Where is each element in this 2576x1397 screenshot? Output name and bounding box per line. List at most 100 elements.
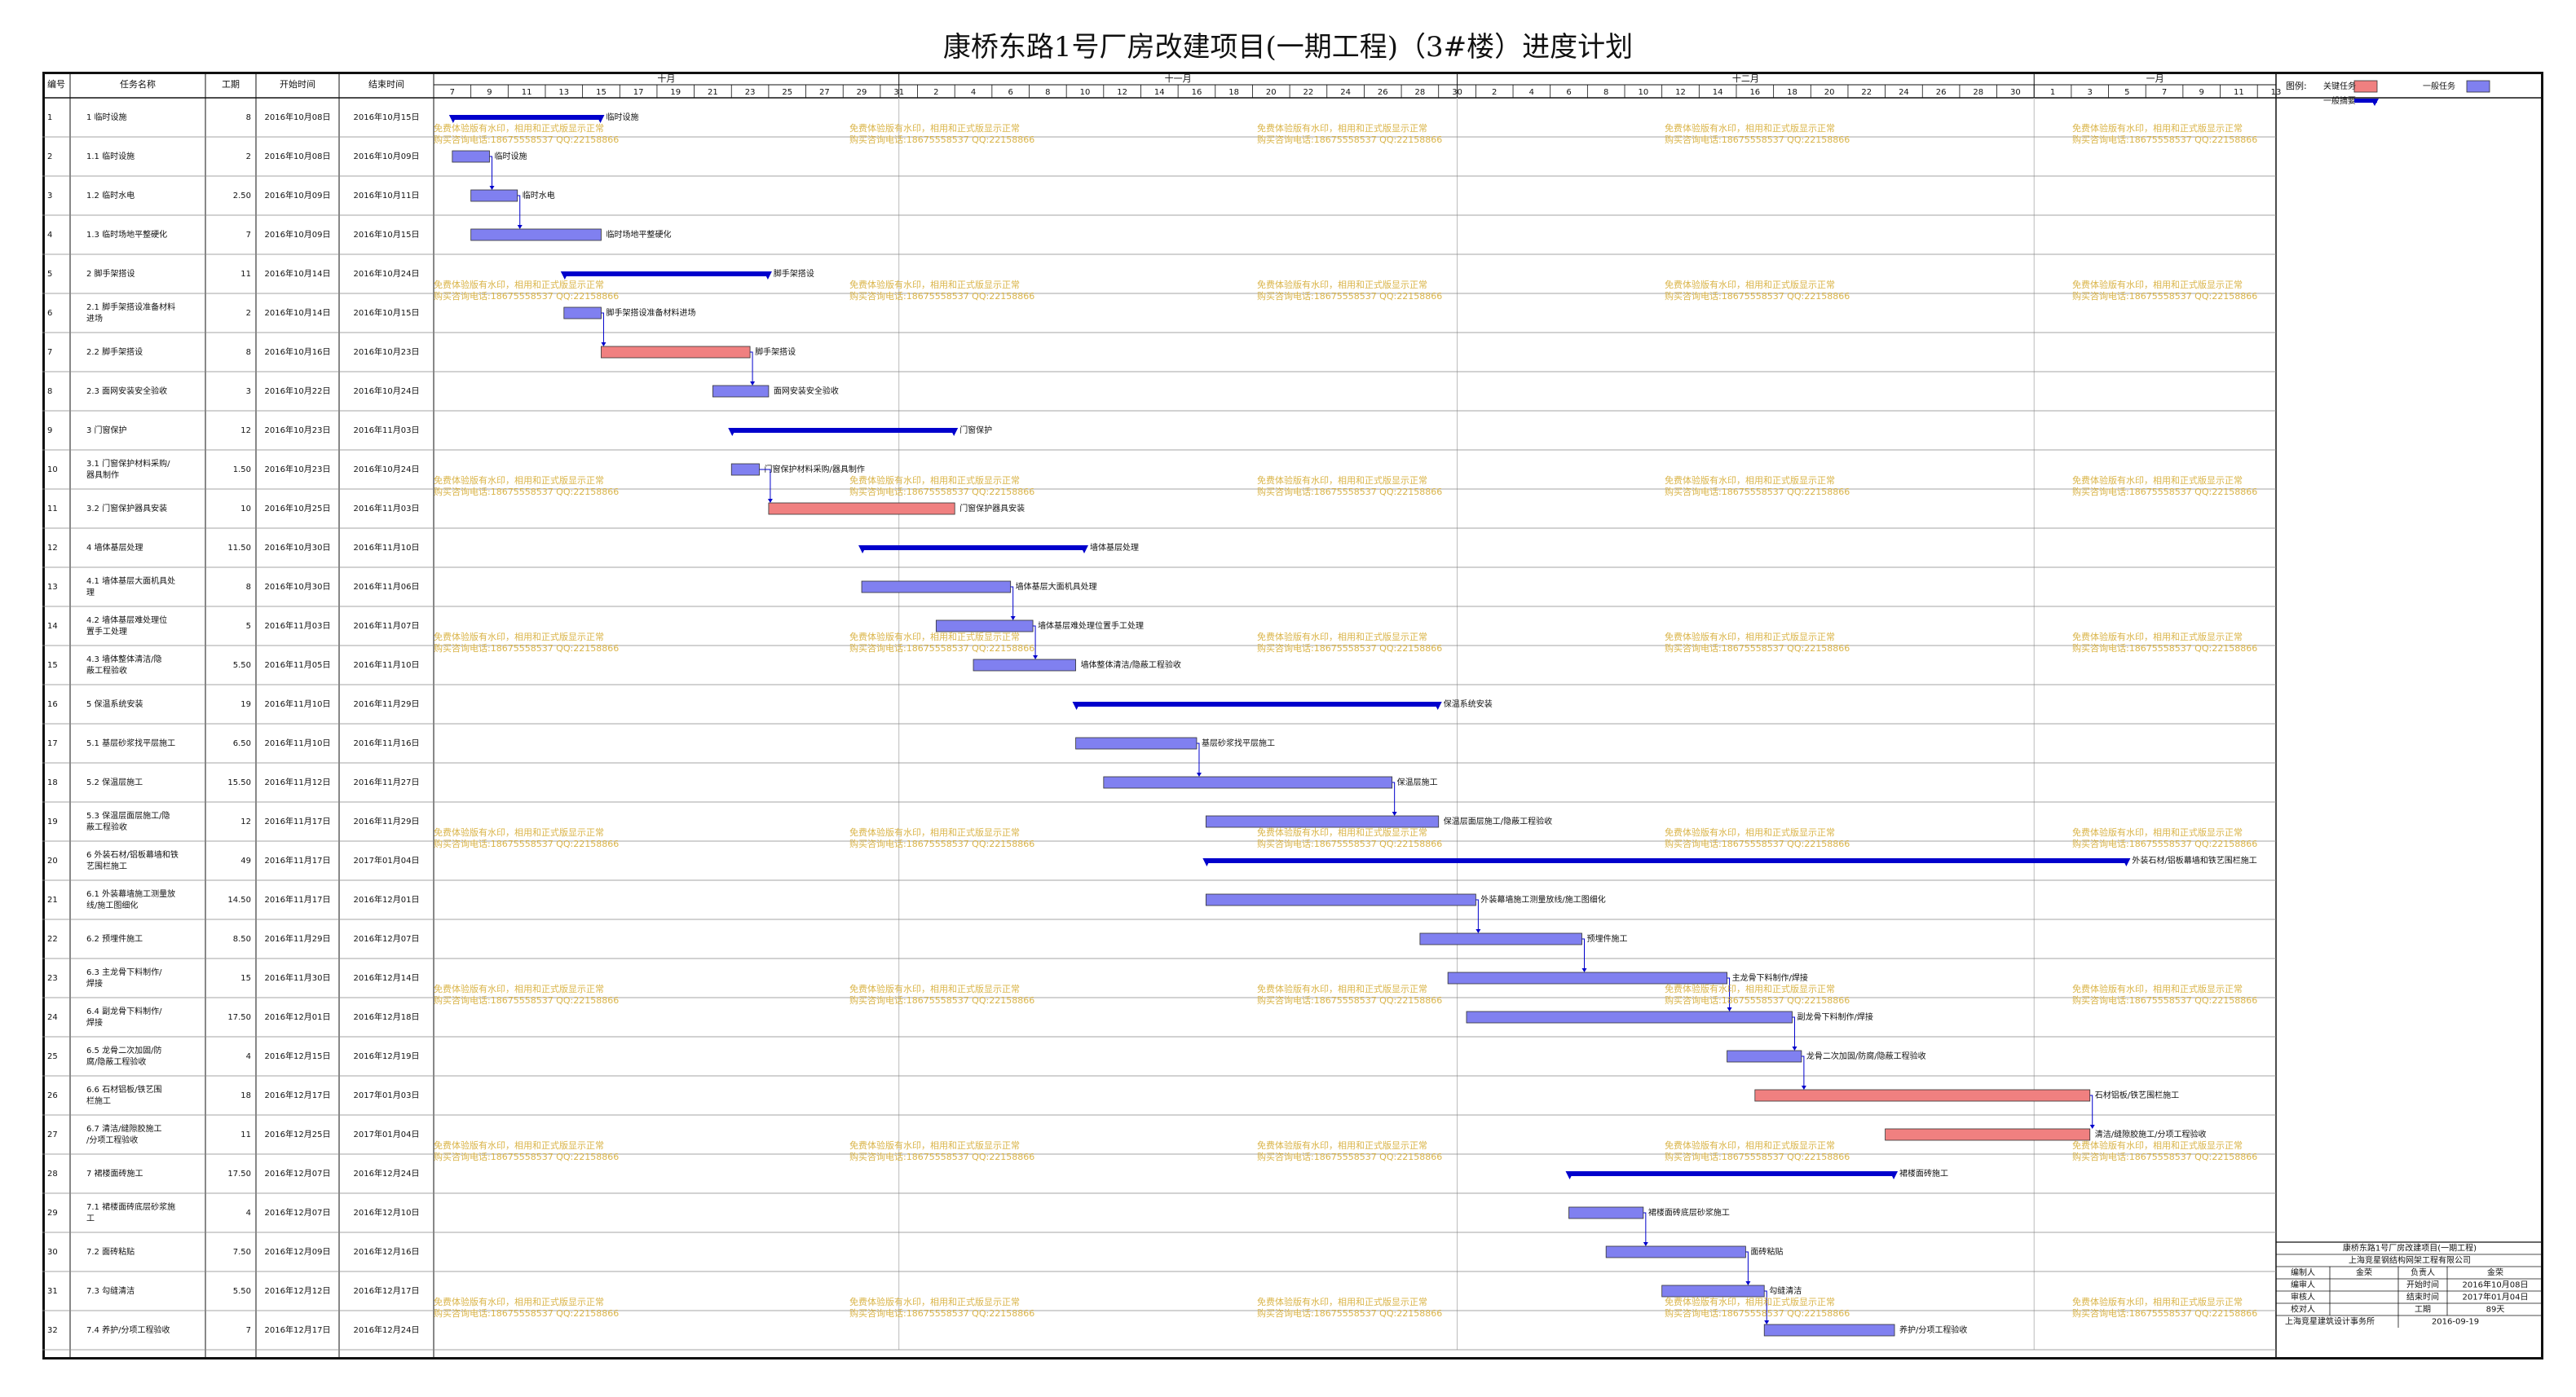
task-start-date: 2016年11月30日 [265,972,331,983]
info-cell: 负责人 [2411,1267,2435,1278]
day-tick-label: 2 [1492,88,1497,97]
watermark-text: 购买咨询电话:18675558537 QQ:22158866 [2072,838,2257,849]
task-id: 6 [47,309,52,318]
task-duration: 8 [246,113,251,122]
task-bar-label: 墙体基层大面机具处理 [1016,581,1097,592]
task-start-date: 2016年11月17日 [265,855,331,866]
task-name: 6.7 清洁/缝隙胶施工 [86,1123,161,1134]
summary-bar-end-cap [1890,1171,1899,1179]
task-end-date: 2017年01月04日 [354,855,420,866]
watermark-text: 免费体验版有水印，相用和正式版显示正常 [1257,826,1427,838]
watermark-text: 购买咨询电话:18675558537 QQ:22158866 [849,838,1034,849]
task-end-date: 2016年11月27日 [354,777,420,787]
task-duration: 49 [240,857,251,866]
page-title: 康桥东路1号厂房改建项目(一期工程)（3#楼）进度计划 [942,31,1634,64]
dependency-link [517,195,521,227]
task-id: 29 [47,1209,58,1218]
task-bar-label: 基层砂浆找平层施工 [1202,738,1275,748]
watermark-text: 免费体验版有水印，相用和正式版显示正常 [434,279,604,290]
dependency-link [601,312,604,345]
watermark-text: 购买咨询电话:18675558537 QQ:22158866 [434,134,619,145]
summary-bar-end-cap [763,271,772,280]
summary-bar-start-cap [1565,1171,1574,1179]
day-tick-label: 27 [819,88,830,97]
task-start-date: 2016年10月30日 [265,542,331,553]
day-tick-label: 22 [1303,88,1314,97]
task-start-date: 2016年10月09日 [265,229,331,240]
dependency-arrow [1010,616,1016,620]
column-header-duration: 工期 [222,79,240,90]
day-tick-label: 24 [1899,88,1909,97]
column-header-end: 结束时间 [368,79,404,90]
task-id: 2 [47,152,52,161]
task-name: 2.1 脚手架搭设准备材料 [86,302,175,312]
dependency-arrow [1392,812,1397,816]
task-bar [861,580,1012,593]
task-start-date: 2016年12月15日 [265,1051,331,1061]
day-tick-label: 22 [1861,88,1872,97]
task-duration: 1.50 [233,465,251,474]
task-name: 6.2 预埋件施工 [86,933,143,944]
watermark-text: 免费体验版有水印，相用和正式版显示正常 [2072,983,2243,994]
task-bar [1763,1324,1895,1337]
task-bar-label: 清洁/缝隙胶施工/分项工程验收 [2095,1129,2207,1139]
task-bar [1205,815,1440,828]
watermark-text: 购买咨询电话:18675558537 QQ:22158866 [434,1151,619,1162]
dependency-arrow [1643,1242,1648,1246]
summary-bar [452,115,602,120]
watermark-text: 购买咨询电话:18675558537 QQ:22158866 [2072,642,2257,654]
watermark-text: 购买咨询电话:18675558537 QQ:22158866 [1257,290,1442,302]
task-start-date: 2016年12月09日 [265,1246,331,1257]
day-tick-label: 6 [1008,88,1012,97]
task-bar-label: 脚手架搭设 [774,268,814,279]
task-bar-label: 门窗保护 [959,425,992,435]
task-start-date: 2016年10月14日 [265,307,331,318]
task-id: 12 [47,544,58,553]
task-name: /分项工程验收 [86,1135,138,1145]
watermark-text: 购买咨询电话:18675558537 QQ:22158866 [849,994,1034,1006]
task-bar-label: 外装幕墙施工测量放线/施工图细化 [1480,894,1605,905]
task-duration: 15.50 [227,778,251,787]
info-project-name: 康桥东路1号厂房改建项目(一期工程) [2343,1243,2477,1254]
task-end-date: 2016年12月24日 [354,1168,420,1179]
info-footer-left: 上海竞星建筑设计事务所 [2285,1316,2375,1327]
task-end-date: 2016年11月29日 [354,816,420,826]
watermark-text: 免费体验版有水印，相用和正式版显示正常 [2072,1296,2243,1307]
task-id: 13 [47,583,58,592]
legend-summary-cap [2371,99,2379,106]
task-id: 32 [47,1326,58,1335]
task-end-date: 2016年12月01日 [354,894,420,905]
day-tick-label: 16 [1749,88,1760,97]
summary-bar-start-cap [1202,858,1211,866]
task-name: 7.2 面砖粘贴 [86,1246,135,1257]
task-bar-label: 墙体基层处理 [1090,542,1139,553]
task-bar [1605,1245,1746,1258]
info-cell: 2017年01月04日 [2463,1292,2529,1302]
task-start-date: 2016年12月12日 [265,1285,331,1296]
day-tick-label: 9 [487,88,492,97]
task-name: 焊接 [86,1017,103,1028]
task-id: 17 [47,739,58,748]
day-tick-label: 4 [1529,88,1534,97]
task-end-date: 2016年12月19日 [354,1051,420,1061]
watermark-text: 免费体验版有水印，相用和正式版显示正常 [1665,474,1835,486]
watermark-text: 免费体验版有水印，相用和正式版显示正常 [1665,983,1835,994]
task-bar-label: 墙体基层难处理位置手工处理 [1038,620,1144,631]
task-name: 进场 [86,313,103,324]
task-id: 7 [47,348,52,357]
task-bar [730,463,760,476]
dependency-link [1801,1055,1805,1088]
task-id: 18 [47,778,58,787]
watermark-text: 购买咨询电话:18675558537 QQ:22158866 [434,642,619,654]
watermark-text: 免费体验版有水印，相用和正式版显示正常 [1665,279,1835,290]
task-bar [935,619,1034,632]
summary-bar [731,428,955,433]
task-start-date: 2016年12月17日 [265,1324,331,1335]
watermark-text: 购买咨询电话:18675558537 QQ:22158866 [434,838,619,849]
watermark-text: 购买咨询电话:18675558537 QQ:22158866 [849,1151,1034,1162]
info-cell: 89天 [2486,1306,2505,1315]
watermark-text: 购买咨询电话:18675558537 QQ:22158866 [1665,486,1850,497]
task-end-date: 2016年10月11日 [354,190,420,201]
watermark-text: 免费体验版有水印，相用和正式版显示正常 [434,474,604,486]
watermark-text: 免费体验版有水印，相用和正式版显示正常 [849,474,1020,486]
